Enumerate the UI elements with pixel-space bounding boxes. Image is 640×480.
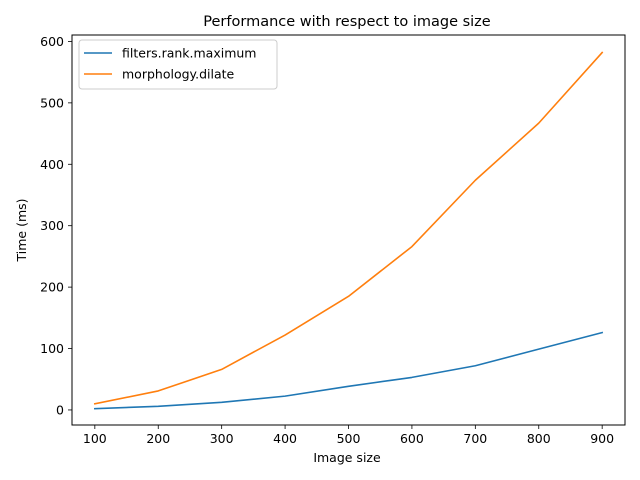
y-tick-label: 300: [40, 218, 64, 233]
series-lines: [93, 51, 604, 410]
series-line-0: [93, 331, 604, 410]
legend-box: [78, 39, 278, 90]
legend: filters.rank.maximum morphology.dilate: [78, 39, 278, 90]
legend-label-filters-rank-maximum: filters.rank.maximum: [122, 46, 256, 61]
y-tick-label: 500: [40, 95, 64, 110]
y-axis-label: Time (ms): [14, 198, 29, 262]
y-tick-label: 100: [40, 341, 64, 356]
x-tick-label: 300: [210, 431, 234, 446]
axis-ticks: 100 200 300 400 500 600 700 800 900 0 100 200 300 400…: [40, 34, 614, 446]
y-tick-label: 600: [40, 34, 64, 49]
series-line-1: [93, 51, 604, 405]
plot-frame: [71, 34, 626, 426]
x-tick-label: 900: [590, 431, 614, 446]
y-tick-label: 0: [56, 402, 64, 417]
x-tick-label: 600: [400, 431, 424, 446]
legend-label-morphology-dilate: morphology.dilate: [122, 67, 235, 82]
chart-title: Performance with respect to image size: [203, 14, 491, 30]
x-tick-label: 100: [83, 431, 107, 446]
y-tick-label: 200: [40, 280, 64, 295]
x-tick-label: 500: [337, 431, 361, 446]
x-tick-label: 700: [463, 431, 487, 446]
x-tick-label: 800: [527, 431, 551, 446]
x-tick-label: 400: [273, 431, 297, 446]
x-axis-label: Image size: [313, 450, 381, 465]
x-tick-label: 200: [146, 431, 170, 446]
y-tick-label: 400: [40, 157, 64, 172]
